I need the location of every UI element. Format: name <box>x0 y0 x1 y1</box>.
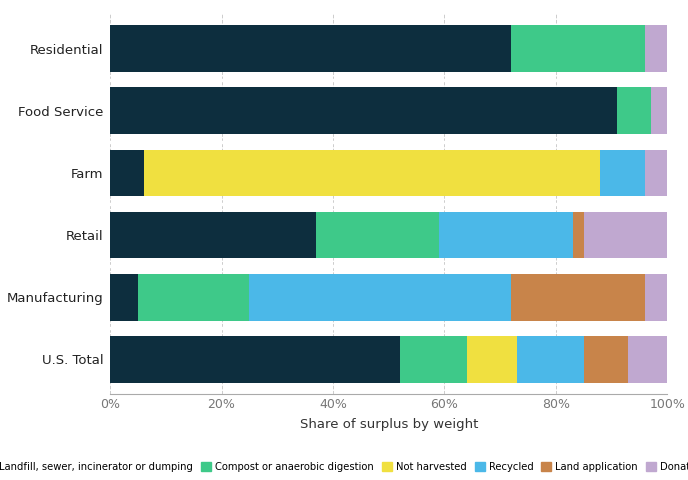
Bar <box>511 25 645 72</box>
Bar <box>249 274 511 321</box>
Bar <box>144 150 601 196</box>
Bar <box>400 336 466 383</box>
Bar <box>138 274 249 321</box>
Bar <box>645 25 667 72</box>
Bar <box>110 336 400 383</box>
Bar <box>601 150 645 196</box>
Bar <box>651 87 667 134</box>
Bar <box>628 336 667 383</box>
Bar <box>517 336 583 383</box>
Bar <box>439 212 572 258</box>
Bar <box>316 212 439 258</box>
Bar <box>110 212 316 258</box>
Bar <box>572 212 583 258</box>
Bar <box>645 150 667 196</box>
Bar <box>110 25 511 72</box>
Bar <box>110 274 138 321</box>
Bar <box>466 336 517 383</box>
Bar <box>583 212 667 258</box>
Bar <box>617 87 651 134</box>
Bar <box>511 274 645 321</box>
Bar <box>645 274 667 321</box>
Bar <box>110 150 144 196</box>
Bar <box>583 336 628 383</box>
Legend: Landfill, sewer, incinerator or dumping, Compost or anaerobic digestion, Not har: Landfill, sewer, incinerator or dumping,… <box>0 459 688 475</box>
Bar <box>110 87 617 134</box>
X-axis label: Share of surplus by weight: Share of surplus by weight <box>299 419 478 432</box>
